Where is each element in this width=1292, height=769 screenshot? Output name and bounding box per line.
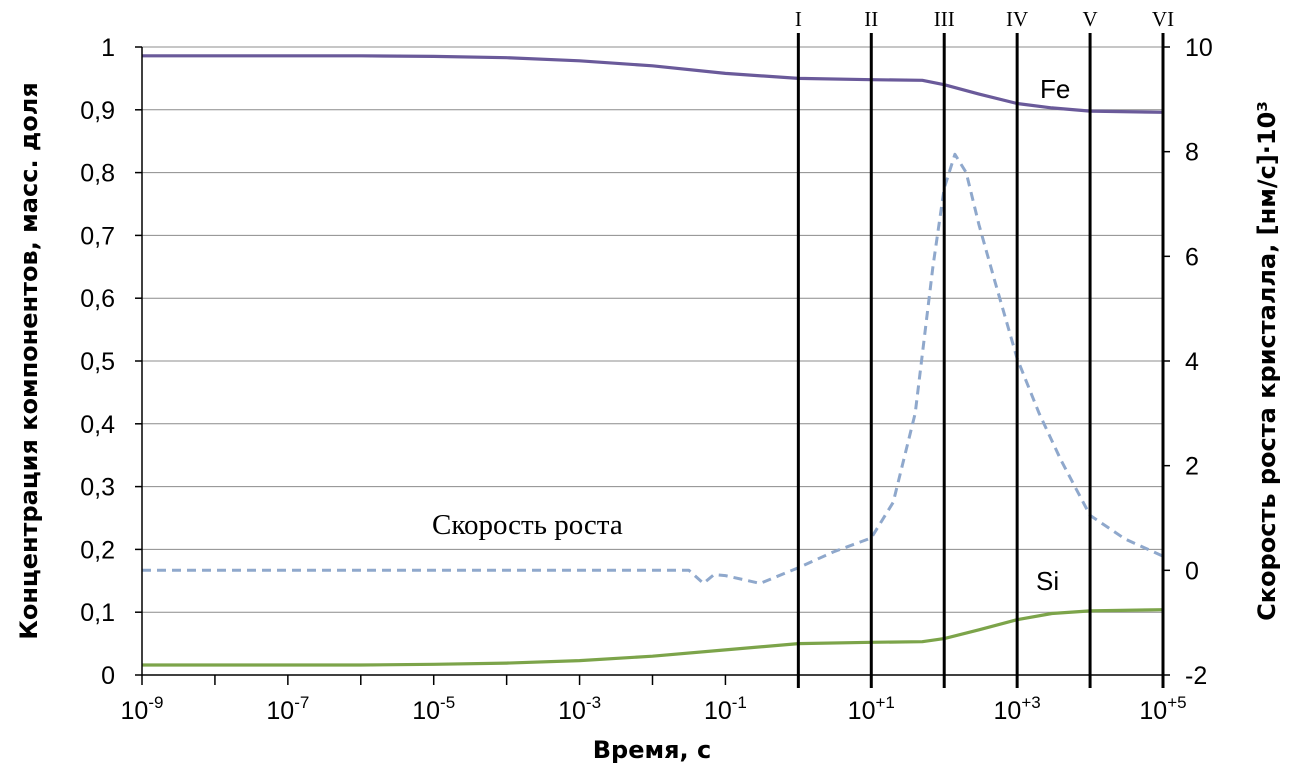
series-line-0	[142, 54, 1164, 114]
x-tick-label-0: 10-9	[121, 693, 164, 725]
x-tick-label-2: 10-5	[412, 693, 455, 725]
x-tick-exponent-4: -1	[732, 693, 747, 712]
y2-tick-label-6: 10	[1185, 34, 1213, 62]
y-tick-label-6: 0,6	[80, 285, 115, 313]
y2-tick-label-2: 2	[1185, 453, 1199, 481]
y2-tick-label-4: 6	[1185, 243, 1199, 271]
x-tick-exponent-0: -9	[148, 693, 163, 712]
x-tick-exponent-5: +1	[875, 693, 894, 712]
tick-labels: 0 0,1 0,2 0,3 0,4 0,5 0,6 0,7 0,8 0,9 1 -2 0 2 4 6 8 10 10…	[80, 34, 1213, 725]
series-label-si: Si	[1036, 566, 1059, 596]
x-tick-exponent-3: -3	[586, 693, 601, 712]
y2-axis-title: Скорость роста кристалла, [нм/с]·10³	[1253, 101, 1281, 621]
y-tick-label-4: 0,4	[80, 411, 115, 439]
stage-lines: I II III IV V VI	[795, 7, 1174, 688]
stage-label-6: VI	[1152, 7, 1174, 31]
y-axis-title: Концентрация компонентов, масс. доля	[15, 82, 43, 640]
series-label-fe: Fe	[1040, 74, 1070, 104]
x-tick-label-5: 10+1	[848, 693, 895, 725]
x-tick-exponent-1: -7	[294, 693, 309, 712]
y2-tick-label-1: 0	[1185, 557, 1199, 585]
stage-label-5: V	[1082, 7, 1097, 31]
y2-tick-label-3: 4	[1185, 348, 1199, 376]
x-tick-exponent-7: +5	[1167, 693, 1186, 712]
growth-rate-annotation: Скорость роста	[432, 509, 623, 541]
axes	[135, 46, 1170, 685]
x-tick-exponent-2: -5	[440, 693, 455, 712]
x-tick-label-4: 10-1	[704, 693, 747, 725]
stage-label-1: I	[795, 7, 802, 31]
y2-tick-label-0: -2	[1185, 662, 1207, 690]
stage-label-2: II	[864, 7, 878, 31]
stage-label-3: III	[934, 7, 955, 31]
stage-label-4: IV	[1006, 7, 1028, 31]
y-tick-label-8: 0,8	[80, 160, 115, 188]
y-tick-label-9: 0,9	[80, 97, 115, 125]
series-line-1	[142, 608, 1164, 667]
y-tick-label-2: 0,2	[80, 536, 115, 564]
y2-tick-label-5: 8	[1185, 139, 1199, 167]
x-axis-title: Время, с	[593, 736, 711, 764]
x-tick-label-3: 10-3	[558, 693, 601, 725]
y-tick-label-3: 0,3	[80, 474, 115, 502]
series-line-2	[142, 152, 1164, 585]
series-layer	[142, 54, 1164, 667]
y-tick-label-7: 0,7	[80, 222, 115, 250]
x-tick-exponent-6: +3	[1021, 693, 1040, 712]
y-tick-label-1: 0,1	[80, 599, 115, 627]
x-tick-label-6: 10+3	[994, 693, 1041, 725]
x-tick-label-1: 10-7	[266, 693, 309, 725]
x-tick-label-7: 10+5	[1139, 693, 1186, 725]
gridlines	[142, 46, 1163, 613]
y-tick-label-5: 0,5	[80, 348, 115, 376]
y-tick-label-0: 0	[101, 662, 115, 690]
y-tick-label-10: 1	[101, 34, 115, 62]
